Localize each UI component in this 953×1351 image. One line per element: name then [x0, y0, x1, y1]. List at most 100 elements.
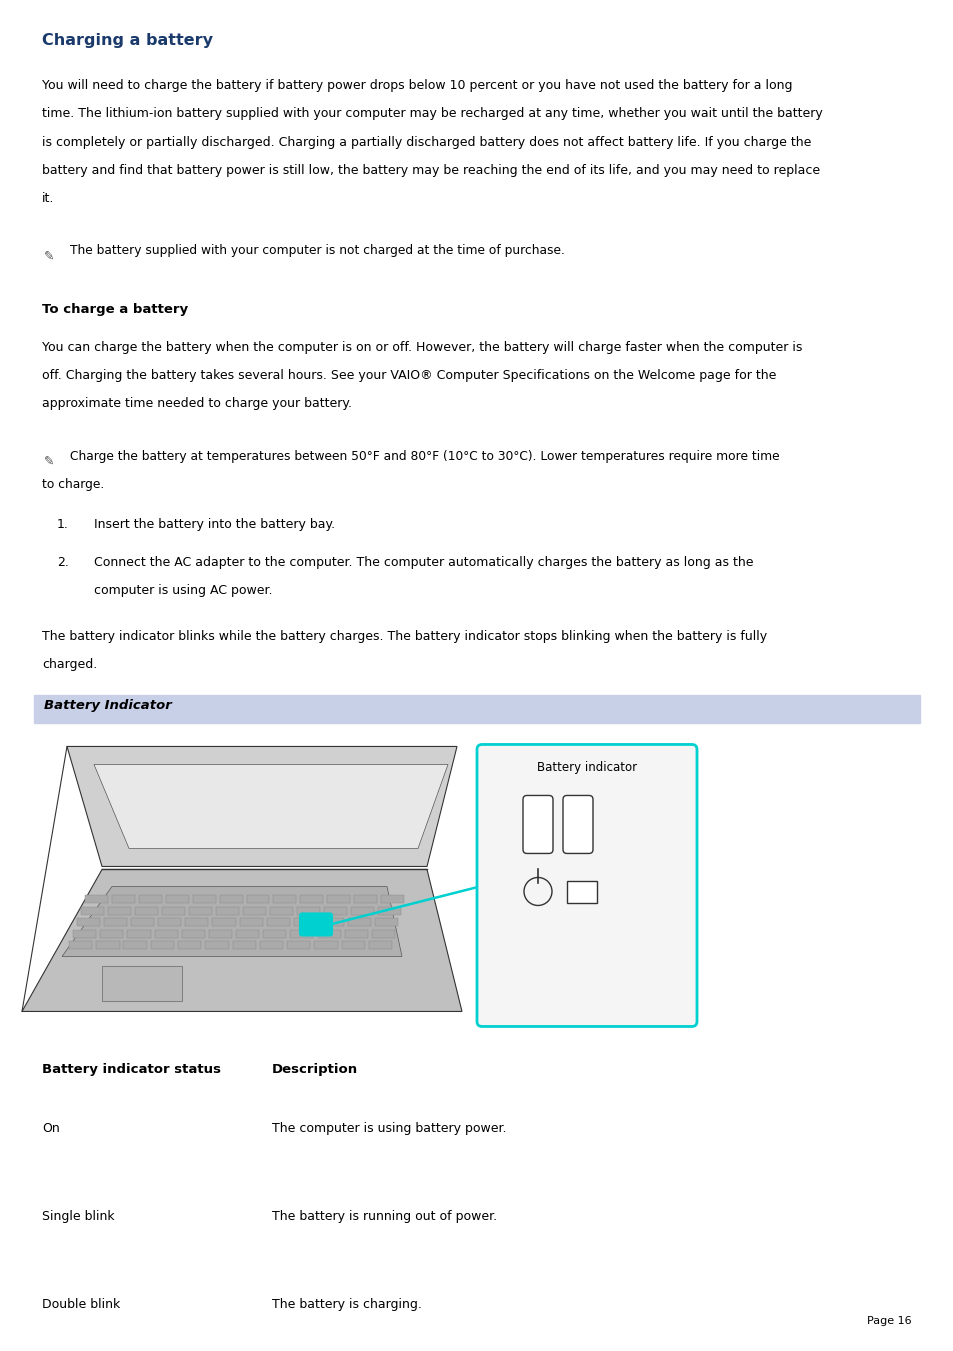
Bar [139, 896, 162, 904]
Bar [77, 919, 100, 927]
Text: To charge a battery: To charge a battery [42, 303, 188, 316]
Bar [112, 896, 134, 904]
Text: Battery indicator: Battery indicator [537, 762, 637, 774]
Bar [235, 929, 259, 938]
Bar [294, 919, 316, 927]
Bar [135, 907, 158, 915]
Text: to charge.: to charge. [42, 478, 104, 490]
Bar [341, 942, 364, 950]
Bar [162, 907, 185, 915]
Text: The battery is charging.: The battery is charging. [272, 1298, 421, 1310]
Text: You will need to charge the battery if battery power drops below 10 percent or y: You will need to charge the battery if b… [42, 80, 792, 92]
Bar [324, 907, 347, 915]
Bar [243, 907, 266, 915]
Bar [219, 896, 242, 904]
Bar [296, 907, 319, 915]
Text: Connect the AC adapter to the computer. The computer automatically charges the b: Connect the AC adapter to the computer. … [94, 555, 753, 569]
Bar [372, 929, 395, 938]
Bar [34, 696, 919, 724]
Bar [69, 942, 92, 950]
Bar [377, 907, 400, 915]
Polygon shape [67, 747, 456, 866]
Bar [123, 942, 147, 950]
Polygon shape [22, 870, 461, 1012]
FancyBboxPatch shape [522, 796, 553, 854]
Bar [369, 942, 392, 950]
Bar [314, 942, 337, 950]
Bar [154, 929, 177, 938]
Bar [181, 929, 205, 938]
Bar [127, 929, 151, 938]
Bar [274, 896, 296, 904]
Bar [300, 896, 323, 904]
FancyBboxPatch shape [562, 796, 593, 854]
Bar [327, 896, 350, 904]
Bar [320, 919, 343, 927]
Text: approximate time needed to charge your battery.: approximate time needed to charge your b… [42, 397, 352, 411]
Bar [166, 896, 189, 904]
Text: charged.: charged. [42, 658, 97, 671]
Text: Battery indicator status: Battery indicator status [42, 1063, 221, 1077]
Bar [108, 907, 131, 915]
Text: Page 16: Page 16 [866, 1316, 911, 1325]
Bar [270, 907, 293, 915]
Bar [100, 929, 123, 938]
Bar [81, 907, 104, 915]
Bar [348, 919, 371, 927]
Bar [151, 942, 173, 950]
Text: is completely or partially discharged. Charging a partially discharged battery d: is completely or partially discharged. C… [42, 135, 810, 149]
Bar [193, 896, 215, 904]
Text: Double blink: Double blink [42, 1298, 120, 1310]
Text: The battery is running out of power.: The battery is running out of power. [272, 1210, 497, 1223]
Text: The battery supplied with your computer is not charged at the time of purchase.: The battery supplied with your computer … [70, 245, 564, 257]
Bar [73, 929, 96, 938]
Bar [354, 896, 376, 904]
Bar [233, 942, 255, 950]
FancyBboxPatch shape [476, 744, 697, 1027]
Text: Charge the battery at temperatures between 50°F and 80°F (10°C to 30°C). Lower t: Charge the battery at temperatures betwe… [70, 450, 779, 462]
Text: time. The lithium-ion battery supplied with your computer may be recharged at an: time. The lithium-ion battery supplied w… [42, 107, 821, 120]
Text: Insert the battery into the battery bay.: Insert the battery into the battery bay. [94, 517, 335, 531]
Text: it.: it. [42, 192, 54, 205]
Text: off. Charging the battery takes several hours. See your VAIO® Computer Specifica: off. Charging the battery takes several … [42, 369, 776, 382]
Bar [96, 942, 119, 950]
Text: Charging a battery: Charging a battery [42, 32, 213, 49]
Bar [246, 896, 269, 904]
Polygon shape [62, 886, 401, 957]
Bar [104, 919, 127, 927]
Bar [209, 929, 232, 938]
Bar [380, 896, 403, 904]
Bar [287, 942, 310, 950]
Text: ✎: ✎ [44, 249, 54, 262]
Bar [178, 942, 201, 950]
Bar [351, 907, 374, 915]
Bar [263, 929, 286, 938]
Text: Description: Description [272, 1063, 357, 1077]
Bar [102, 966, 182, 1001]
Text: ✎: ✎ [44, 454, 54, 467]
Bar [375, 919, 397, 927]
Bar [213, 919, 235, 927]
Bar [317, 929, 340, 938]
Bar [239, 919, 262, 927]
Bar [185, 919, 208, 927]
Text: 2.: 2. [57, 555, 69, 569]
Text: computer is using AC power.: computer is using AC power. [94, 584, 273, 597]
Text: Battery Indicator: Battery Indicator [44, 700, 172, 712]
Bar [131, 919, 154, 927]
Bar [259, 942, 283, 950]
Text: On: On [42, 1123, 60, 1135]
Text: Single blink: Single blink [42, 1210, 114, 1223]
FancyBboxPatch shape [299, 913, 332, 935]
Text: 1.: 1. [57, 517, 69, 531]
Bar [290, 929, 314, 938]
Bar [566, 881, 597, 904]
Text: You can charge the battery when the computer is on or off. However, the battery : You can charge the battery when the comp… [42, 340, 801, 354]
Text: battery and find that battery power is still low, the battery may be reaching th: battery and find that battery power is s… [42, 163, 820, 177]
Bar [189, 907, 212, 915]
Bar [344, 929, 368, 938]
Bar [85, 896, 108, 904]
Bar [266, 919, 290, 927]
Polygon shape [94, 765, 448, 848]
Bar [158, 919, 181, 927]
